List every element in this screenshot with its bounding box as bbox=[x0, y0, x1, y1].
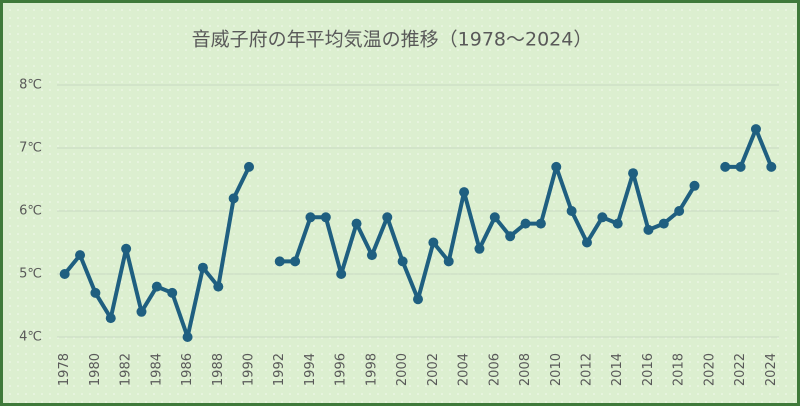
marker bbox=[366, 250, 377, 261]
x-tick-label: 1988 bbox=[211, 353, 226, 386]
x-tick-label: 2008 bbox=[518, 353, 533, 386]
x-tick-label: 1980 bbox=[88, 353, 103, 386]
marker bbox=[505, 231, 516, 242]
marker bbox=[182, 332, 193, 342]
y-tick-label: 6℃ bbox=[19, 204, 42, 219]
marker bbox=[274, 256, 285, 267]
marker bbox=[136, 306, 147, 317]
marker bbox=[121, 243, 132, 254]
marker bbox=[320, 212, 331, 223]
x-tick-label: 2014 bbox=[610, 353, 625, 386]
x-tick-label: 1990 bbox=[242, 353, 257, 386]
marker bbox=[428, 237, 439, 248]
chart-title: 音威子府の年平均気温の推移（1978～2024） bbox=[192, 29, 593, 51]
marker bbox=[643, 224, 654, 235]
x-tick-label: 2002 bbox=[426, 353, 441, 386]
x-tick-label: 2022 bbox=[733, 353, 748, 386]
x-tick-label: 1982 bbox=[119, 353, 134, 386]
x-tick-label: 1998 bbox=[364, 353, 379, 386]
marker bbox=[674, 206, 685, 216]
marker bbox=[59, 269, 70, 279]
x-tick-label: 2006 bbox=[487, 353, 502, 386]
y-tick-label: 4℃ bbox=[19, 330, 42, 345]
x-tick-label: 1992 bbox=[272, 353, 287, 386]
marker bbox=[213, 281, 224, 292]
marker bbox=[351, 218, 362, 229]
marker bbox=[597, 212, 608, 223]
marker bbox=[689, 180, 700, 191]
marker bbox=[290, 256, 301, 267]
x-tick-label: 2024 bbox=[764, 353, 779, 386]
y-tick-label: 7℃ bbox=[19, 141, 42, 156]
marker bbox=[75, 250, 86, 261]
y-tick-label: 8℃ bbox=[19, 78, 42, 93]
marker bbox=[628, 168, 639, 179]
marker bbox=[750, 124, 761, 135]
marker bbox=[151, 281, 162, 292]
marker bbox=[581, 237, 592, 248]
marker bbox=[735, 161, 746, 172]
marker bbox=[474, 243, 485, 254]
marker bbox=[167, 287, 178, 298]
x-tick-label: 2018 bbox=[672, 353, 687, 386]
marker bbox=[658, 218, 669, 229]
marker bbox=[520, 218, 531, 229]
x-tick-label: 2010 bbox=[549, 353, 564, 386]
marker bbox=[612, 218, 623, 229]
marker bbox=[459, 187, 470, 198]
marker bbox=[413, 294, 423, 305]
marker bbox=[720, 161, 731, 172]
x-tick-label: 1978 bbox=[57, 353, 72, 386]
x-tick-label: 2016 bbox=[641, 353, 656, 386]
marker bbox=[197, 262, 208, 273]
x-tick-label: 2000 bbox=[395, 353, 410, 386]
marker bbox=[489, 212, 500, 223]
marker bbox=[382, 212, 393, 223]
marker bbox=[397, 256, 408, 267]
marker bbox=[443, 256, 454, 267]
marker bbox=[305, 212, 316, 223]
x-tick-label: 1986 bbox=[180, 353, 195, 386]
x-tick-label: 1996 bbox=[334, 353, 349, 386]
marker bbox=[105, 313, 116, 324]
marker bbox=[336, 269, 347, 279]
marker bbox=[244, 161, 255, 172]
marker bbox=[766, 161, 777, 172]
x-tick-label: 1984 bbox=[149, 353, 164, 386]
y-tick-label: 5℃ bbox=[19, 267, 42, 282]
x-tick-label: 2012 bbox=[579, 353, 594, 386]
x-tick-label: 1994 bbox=[303, 353, 318, 386]
x-tick-label: 2004 bbox=[457, 353, 472, 386]
marker bbox=[90, 287, 101, 298]
marker bbox=[566, 206, 577, 216]
marker bbox=[535, 218, 546, 229]
marker bbox=[228, 193, 239, 204]
marker bbox=[551, 161, 562, 172]
x-tick-label: 2020 bbox=[702, 353, 717, 386]
